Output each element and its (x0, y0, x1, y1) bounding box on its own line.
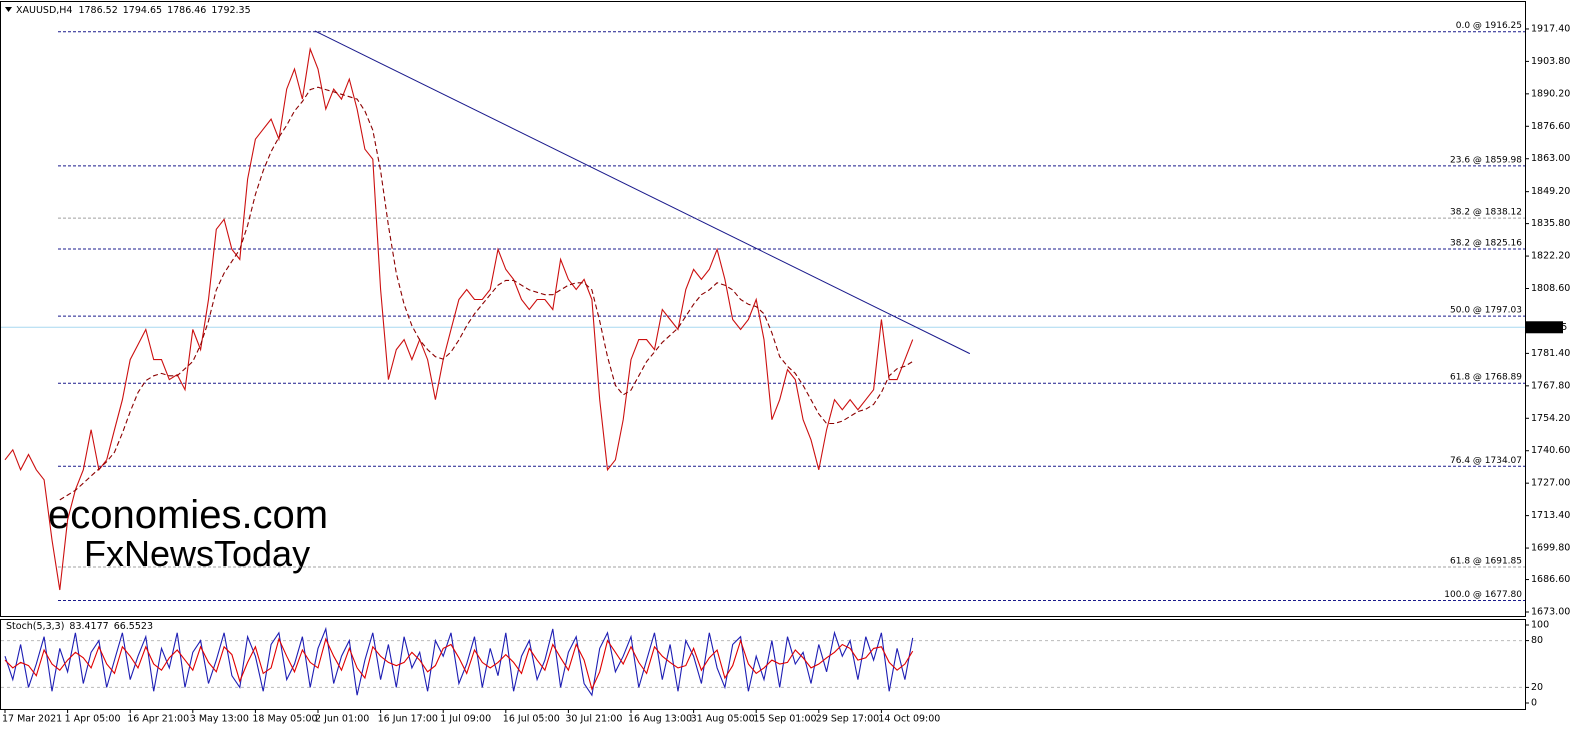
main-frame (0, 1, 1526, 617)
fib-label: 50.0 @ 1797.03 (1450, 306, 1522, 316)
y-tick-label: 1863.00 (1531, 153, 1570, 164)
y-tick-label: 1686.60 (1531, 574, 1570, 585)
chart-header: XAUUSD,H4 1786.52 1794.65 1786.46 1792.35 (16, 5, 251, 16)
series-line (4, 46, 914, 591)
fib-label: 38.2 @ 1838.12 (1450, 208, 1522, 218)
y-tick-label: 1673.00 (1531, 606, 1570, 617)
fib-label: 38.2 @ 1825.16 (1450, 239, 1522, 249)
series-line (59, 86, 913, 501)
y-tick-label: 80 (1531, 635, 1543, 646)
y-tick-label: 1822.20 (1531, 251, 1570, 262)
y-tick-label: 1727.00 (1531, 478, 1570, 489)
y-tick-label: 1903.80 (1531, 56, 1570, 67)
stoch-title: Stoch(5,3,3) (6, 621, 64, 632)
fib-label: 61.8 @ 1768.89 (1450, 373, 1522, 383)
symbol: XAUUSD,H4 (16, 5, 72, 16)
y-tick-label: 1849.20 (1531, 186, 1570, 197)
close: 1792.35 (211, 5, 250, 16)
y-tick-label: 1754.20 (1531, 413, 1570, 424)
x-tick-label: 1 Apr 05:00 (65, 714, 121, 725)
y-tick-label: 100 (1531, 619, 1549, 630)
x-tick-label: 16 Apr 21:00 (127, 714, 189, 725)
y-tick-label: 1835.80 (1531, 218, 1570, 229)
x-tick-label: 30 Jul 21:00 (565, 714, 622, 725)
x-tick-label: 16 Aug 13:00 (628, 714, 692, 725)
series-line (4, 637, 914, 691)
x-tick-label: 2 Jun 01:00 (315, 714, 369, 725)
y-tick-label: 1740.60 (1531, 445, 1570, 456)
y-tick-label: 0 (1531, 698, 1537, 709)
stoch-frame (0, 619, 1526, 710)
menu-arrow[interactable] (5, 7, 12, 12)
x-tick-label: 3 May 13:00 (190, 714, 249, 725)
fib-label: 61.8 @ 1691.85 (1450, 557, 1522, 567)
fib-label: 0.0 @ 1916.25 (1456, 21, 1522, 31)
plot-layer: 1917.40 1903.80 1890.20 1876.60 1863.00 1849.… (1, 21, 1570, 725)
fib-label: 76.4 @ 1734.07 (1450, 456, 1522, 466)
y-tick-label: 1699.80 (1531, 543, 1570, 554)
high: 1794.65 (123, 5, 162, 16)
x-tick-label: 29 Sep 17:00 (816, 714, 879, 725)
watermark: economies.com (48, 493, 328, 537)
stoch-k: 83.4177 (69, 621, 108, 632)
trendline (314, 30, 971, 355)
fib-label: 100.0 @ 1677.80 (1444, 590, 1522, 600)
x-tick-label: 15 Sep 01:00 (753, 714, 816, 725)
x-tick-label: 16 Jul 05:00 (503, 714, 560, 725)
x-tick-label: 14 Oct 09:00 (878, 714, 940, 725)
y-tick-label: 1876.60 (1531, 121, 1570, 132)
stoch-d: 66.5523 (114, 621, 153, 632)
y-tick-label: 1713.40 (1531, 510, 1570, 521)
y-tick-label: 1808.60 (1531, 283, 1570, 294)
x-tick-label: 16 Jun 17:00 (378, 714, 438, 725)
x-tick-label: 31 Aug 05:00 (691, 714, 755, 725)
y-tick-label: 1781.40 (1531, 348, 1570, 359)
y-tick-label: 1890.20 (1531, 88, 1570, 99)
price-tag-label: 1792.35 (1528, 322, 1567, 333)
open: 1786.52 (78, 5, 117, 16)
low: 1786.46 (167, 5, 206, 16)
fib-label: 23.6 @ 1859.98 (1450, 155, 1522, 165)
series-line (4, 626, 914, 697)
x-tick-label: 18 May 05:00 (252, 714, 317, 725)
price-tag (1525, 321, 1563, 334)
y-tick-label: 1767.80 (1531, 380, 1570, 391)
y-tick-label: 1917.40 (1531, 23, 1570, 34)
x-tick-label: 17 Mar 2021 (2, 714, 62, 725)
y-tick-label: 20 (1531, 682, 1543, 693)
x-tick-label: 1 Jul 09:00 (440, 714, 491, 725)
stoch-header: Stoch(5,3,3) 83.4177 66.5523 (6, 621, 153, 632)
watermark: FxNewsToday (84, 533, 310, 574)
